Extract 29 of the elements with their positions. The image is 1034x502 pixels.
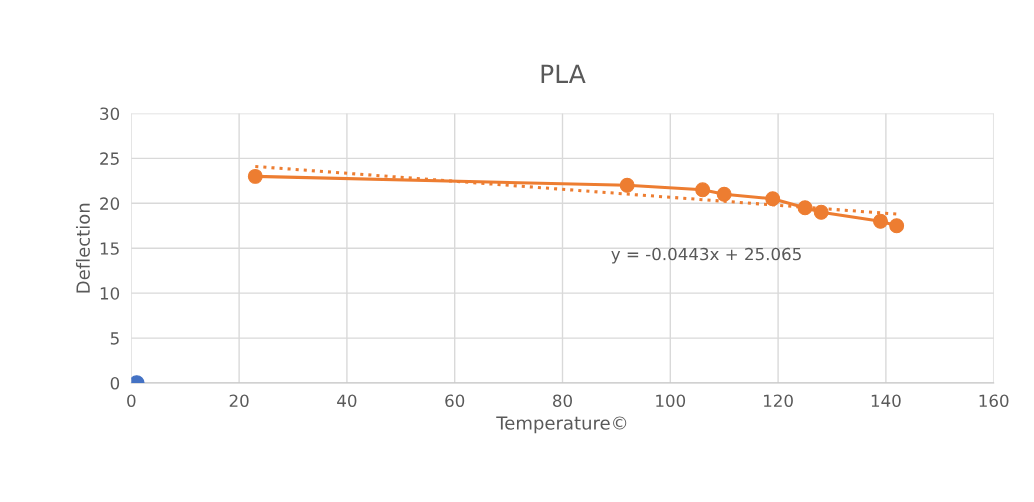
point — [716, 186, 732, 202]
y-tick-label: 5 — [110, 332, 119, 345]
x-axis-title: Temperature© — [496, 416, 627, 434]
point — [619, 177, 635, 193]
y-tick-label: 15 — [100, 242, 119, 255]
point — [873, 213, 888, 229]
x-tick-label: 100 — [656, 394, 686, 408]
x-tick-label: 160 — [979, 394, 1009, 408]
point — [889, 218, 905, 234]
x-tick-label: 120 — [764, 394, 793, 408]
x-tick-label: 60 — [445, 394, 465, 408]
x-tick-label: 20 — [229, 394, 249, 408]
y-tick-label: 25 — [100, 152, 119, 165]
y-axis-title: Deflection — [75, 203, 90, 293]
y-tick-label: 10 — [100, 287, 120, 300]
point — [813, 204, 829, 220]
point — [765, 191, 781, 207]
point — [797, 200, 813, 216]
y-tick-label: 0 — [110, 376, 120, 390]
point — [695, 182, 711, 198]
annotation: y = -0.0443x + 25.065 — [611, 247, 801, 264]
x-tick-label: 140 — [871, 394, 901, 408]
x-tick-label: 0 — [127, 394, 136, 408]
y-tick-label: 30 — [100, 107, 120, 121]
x-tick-label: 40 — [337, 394, 357, 408]
point — [247, 168, 263, 184]
chart-title: PLA — [541, 64, 586, 83]
y-tick-label: 20 — [100, 197, 120, 210]
x-tick-label: 80 — [553, 394, 572, 408]
